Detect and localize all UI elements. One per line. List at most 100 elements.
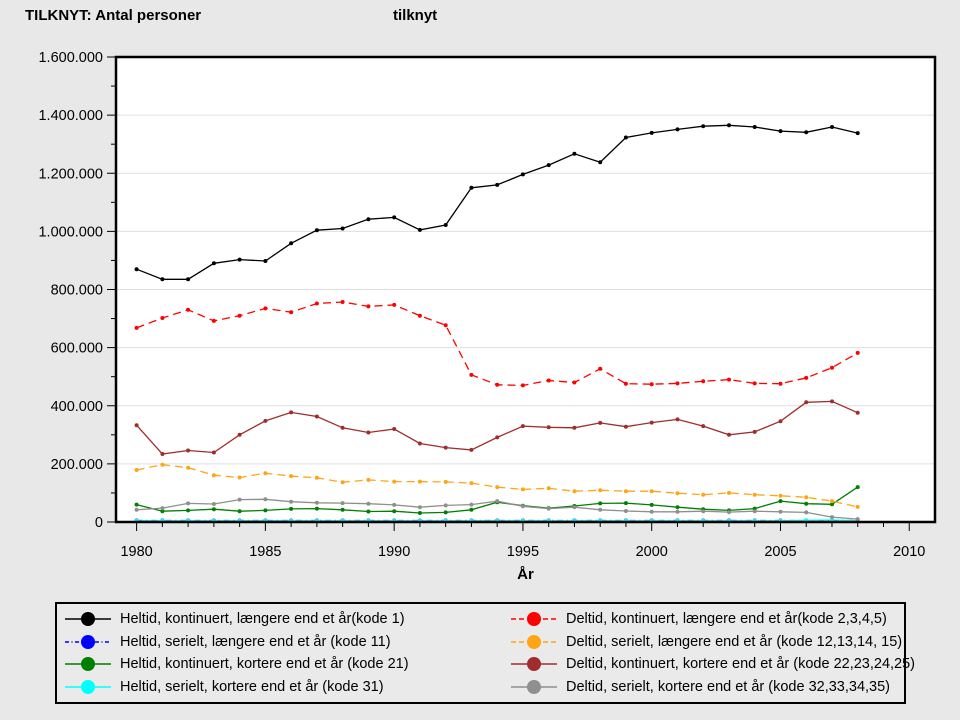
data-point-marker — [830, 125, 834, 129]
data-point-marker — [314, 228, 319, 233]
data-point-marker — [623, 509, 628, 513]
data-point-marker — [649, 420, 654, 425]
data-point-marker — [314, 475, 319, 480]
data-point-marker — [804, 130, 809, 135]
legend-marker-icon — [65, 679, 111, 694]
data-point-marker — [727, 510, 731, 515]
data-point-marker — [134, 502, 139, 507]
y-tick-label: 400.000 — [51, 399, 103, 415]
data-point-marker — [211, 261, 216, 266]
data-point-marker — [211, 318, 216, 323]
chart-subtitle: tilknyt — [393, 7, 438, 24]
data-point-marker — [804, 375, 809, 380]
data-point-marker — [314, 506, 319, 511]
data-point-marker — [237, 497, 242, 502]
data-point-marker — [340, 425, 345, 430]
data-point-marker — [649, 489, 654, 494]
data-point-marker — [134, 267, 139, 272]
y-tick-label: 800.000 — [51, 283, 103, 299]
data-point-marker — [830, 365, 834, 370]
data-point-marker — [417, 313, 422, 318]
y-tick-label: 0 — [95, 515, 103, 531]
data-point-marker — [701, 379, 706, 384]
data-point-marker — [340, 226, 345, 231]
data-point-marker — [289, 474, 294, 479]
data-point-marker — [830, 502, 834, 507]
data-point-marker — [211, 502, 216, 506]
data-point-marker — [495, 435, 500, 440]
data-point-marker — [598, 507, 603, 512]
data-point-marker — [778, 419, 783, 424]
data-point-marker — [289, 410, 294, 415]
data-point-marker — [263, 259, 268, 263]
x-tick-label: 2005 — [764, 544, 796, 560]
data-point-marker — [855, 504, 860, 509]
y-tick-label: 600.000 — [51, 341, 103, 357]
data-point-marker — [417, 505, 422, 510]
y-tick-label: 1.000.000 — [38, 224, 103, 240]
data-point-marker — [675, 505, 680, 510]
data-point-marker — [392, 502, 397, 507]
x-axis-title: År — [517, 566, 534, 583]
data-point-marker — [211, 473, 216, 478]
data-point-marker — [263, 508, 268, 513]
x-tick-label: 1980 — [120, 544, 152, 560]
legend: Heltid, kontinuert, længere end et år(ko… — [55, 602, 915, 704]
data-point-marker — [186, 508, 191, 513]
data-point-marker — [263, 471, 268, 476]
data-point-marker — [752, 381, 757, 386]
data-point-marker — [495, 182, 500, 187]
data-point-marker — [366, 509, 371, 514]
data-point-marker — [804, 400, 809, 405]
data-point-marker — [211, 450, 216, 455]
data-point-marker — [778, 493, 783, 498]
data-point-marker — [392, 509, 397, 514]
data-point-marker — [160, 316, 165, 320]
data-point-marker — [417, 479, 422, 484]
data-point-marker — [443, 479, 448, 484]
data-point-marker — [392, 302, 397, 307]
data-point-marker — [366, 501, 371, 506]
data-point-marker — [804, 495, 809, 500]
series-line — [134, 300, 860, 388]
data-point-marker — [186, 307, 191, 312]
data-point-marker — [160, 509, 165, 514]
data-point-marker — [237, 509, 242, 514]
legend-label: Deltid, kontinuert, længere end et år(ko… — [566, 611, 887, 627]
legend-label: Heltid, kontinuert, kortere end et år (k… — [120, 656, 409, 672]
data-point-marker — [675, 509, 680, 514]
data-point-marker — [649, 509, 654, 514]
data-point-marker — [546, 486, 551, 491]
data-point-marker — [134, 507, 139, 512]
data-point-marker — [752, 492, 757, 497]
data-point-marker — [855, 350, 860, 355]
legend-marker-icon — [511, 657, 557, 672]
legend-label: Heltid, serielt, længere end et år (kode… — [120, 633, 391, 650]
data-point-marker — [186, 465, 191, 470]
data-point-marker — [675, 417, 680, 422]
data-point-marker — [727, 490, 731, 495]
data-point-marker — [752, 509, 757, 514]
data-point-marker — [598, 488, 603, 493]
data-point-marker — [520, 504, 525, 509]
data-point-marker — [340, 507, 345, 512]
data-point-marker — [160, 277, 165, 282]
data-point-marker — [778, 129, 783, 134]
data-point-marker — [855, 410, 860, 415]
data-point-marker — [366, 477, 371, 482]
data-point-marker — [186, 277, 191, 282]
y-tick-label: 1.400.000 — [38, 108, 103, 124]
data-point-marker — [340, 300, 345, 304]
data-point-marker — [392, 427, 397, 431]
legend-marker-icon — [511, 679, 557, 694]
data-point-marker — [443, 445, 448, 450]
data-point-marker — [623, 489, 628, 494]
data-point-marker — [675, 491, 680, 496]
data-point-marker — [598, 420, 603, 425]
data-point-marker — [366, 430, 371, 435]
data-point-marker — [469, 185, 474, 190]
legend-item: Heltid, kontinuert, kortere end et år (k… — [65, 653, 511, 676]
legend-item: Heltid, serielt, kortere end et år (kode… — [65, 676, 511, 699]
data-point-marker — [675, 127, 680, 132]
